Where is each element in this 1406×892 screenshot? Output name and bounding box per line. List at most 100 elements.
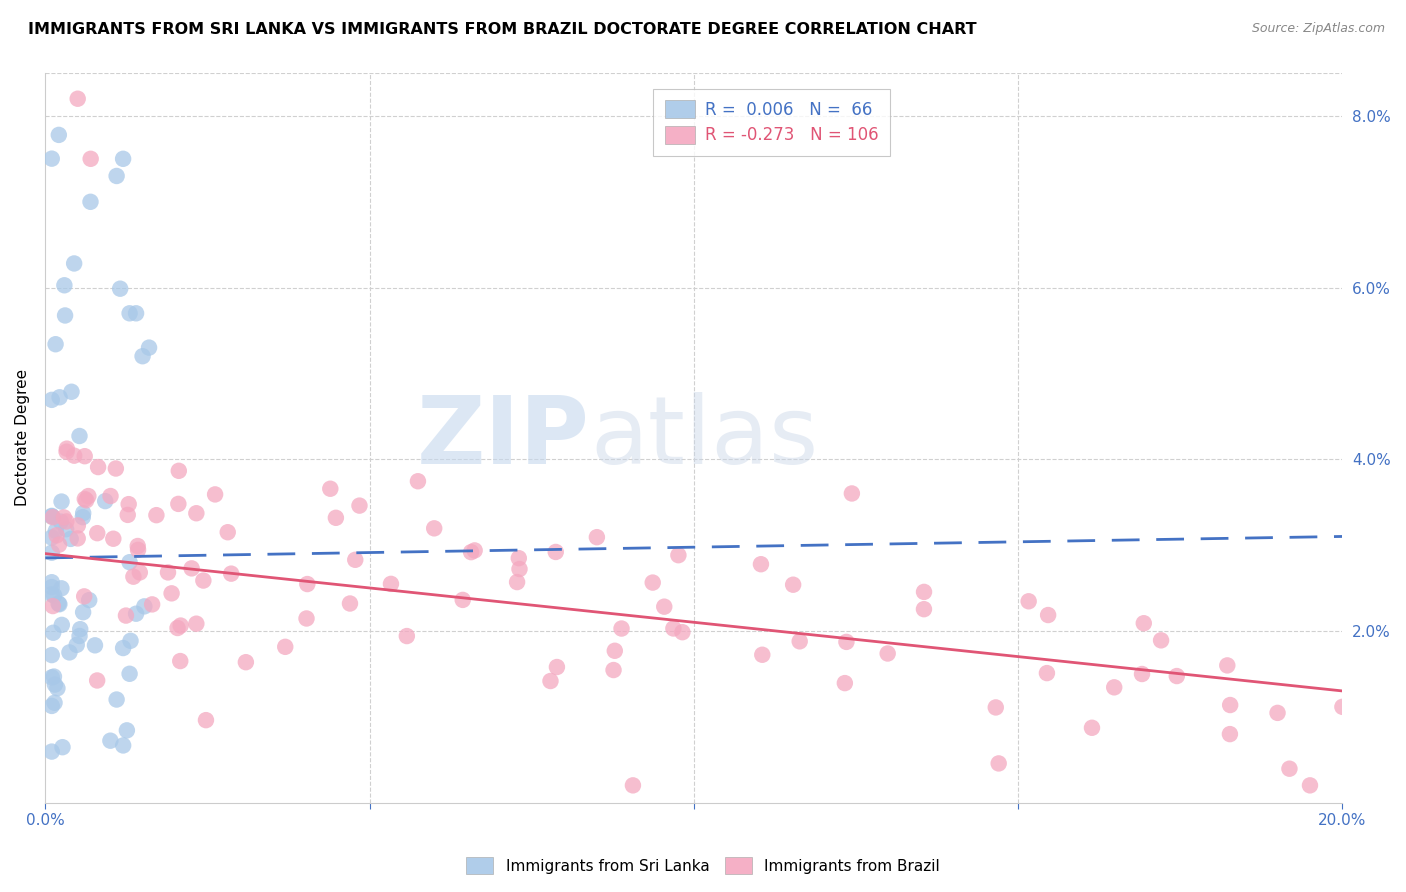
Point (52, 510, 75, 524)
Point (55, 515, 77, 529)
Point (66, 532, 89, 546)
Point (103, 532, 125, 546)
Point (44, 589, 66, 603)
Point (1018, 594, 1040, 608)
Point (1102, 681, 1125, 695)
Point (380, 577, 402, 591)
Point (94, 494, 117, 508)
Point (1267, 706, 1289, 720)
Point (69, 429, 91, 443)
Point (66, 638, 89, 652)
Point (72, 510, 94, 524)
Point (86, 526, 108, 541)
Point (141, 598, 163, 612)
Point (546, 660, 568, 674)
Point (108, 282, 131, 296)
Point (169, 618, 191, 632)
Point (641, 575, 664, 590)
Point (41, 531, 63, 545)
Point (112, 152, 135, 166)
Point (217, 525, 239, 540)
Point (118, 555, 141, 569)
Point (41, 392, 63, 407)
Point (86, 673, 108, 688)
Point (125, 306, 148, 320)
Point (118, 497, 141, 511)
Point (160, 586, 183, 600)
Point (45, 337, 67, 351)
Point (912, 602, 935, 616)
Point (104, 461, 127, 475)
Text: Source: ZipAtlas.com: Source: ZipAtlas.com (1251, 22, 1385, 36)
Point (48, 597, 70, 611)
Point (1219, 698, 1241, 712)
Point (118, 306, 141, 320)
Point (912, 585, 935, 599)
Point (145, 508, 167, 523)
Point (42, 625, 65, 640)
Point (51, 494, 73, 508)
Point (105, 692, 128, 706)
Point (451, 593, 474, 607)
Point (540, 673, 562, 688)
Point (166, 621, 188, 635)
Point (51, 582, 73, 596)
Point (1081, 721, 1104, 735)
Point (193, 574, 215, 588)
Point (115, 723, 138, 738)
Point (127, 542, 149, 557)
Point (1133, 616, 1156, 631)
Point (204, 487, 226, 501)
Point (53, 278, 76, 293)
Point (841, 486, 863, 500)
Point (42, 669, 65, 683)
Point (1166, 669, 1188, 683)
Point (73, 491, 96, 506)
Point (1130, 667, 1153, 681)
Point (79, 152, 101, 166)
Point (138, 341, 160, 355)
Point (63, 449, 86, 463)
Point (671, 625, 693, 640)
Point (115, 608, 138, 623)
Point (58, 645, 80, 659)
Point (180, 561, 202, 575)
Point (460, 545, 482, 559)
Point (349, 499, 371, 513)
Point (344, 553, 367, 567)
Point (423, 521, 446, 535)
Point (41, 508, 63, 523)
Point (274, 640, 297, 654)
Point (66, 92, 89, 106)
Point (194, 713, 217, 727)
Text: atlas: atlas (591, 392, 818, 483)
Point (41, 587, 63, 601)
Point (53, 309, 76, 323)
Point (120, 633, 142, 648)
Point (45, 524, 67, 538)
Point (751, 648, 773, 662)
Point (652, 599, 675, 614)
Point (835, 635, 858, 649)
Point (112, 640, 135, 655)
Point (395, 629, 418, 643)
Legend: R =  0.006   N =  66, R = -0.273   N = 106: R = 0.006 N = 66, R = -0.273 N = 106 (654, 88, 890, 156)
Point (131, 349, 153, 363)
Point (508, 562, 530, 576)
Point (69, 622, 91, 636)
Point (876, 647, 898, 661)
Legend: Immigrants from Sri Lanka, Immigrants from Brazil: Immigrants from Sri Lanka, Immigrants fr… (460, 851, 946, 880)
Point (662, 622, 685, 636)
Point (56, 442, 79, 456)
Point (118, 666, 141, 681)
Point (100, 733, 122, 747)
Point (219, 566, 242, 581)
Point (1219, 727, 1241, 741)
Point (77, 593, 100, 607)
Point (41, 546, 63, 560)
Point (506, 575, 529, 590)
Point (48, 128, 70, 142)
Point (79, 194, 101, 209)
Point (134, 599, 156, 614)
Point (77, 489, 100, 503)
